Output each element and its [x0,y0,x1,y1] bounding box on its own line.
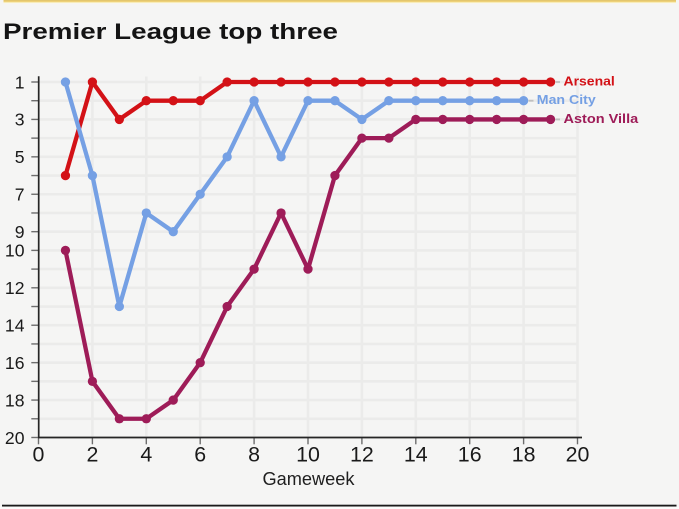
svg-text:4: 4 [140,443,152,467]
svg-text:12: 12 [5,278,25,298]
svg-text:10: 10 [5,241,25,261]
svg-text:2: 2 [86,443,98,467]
svg-text:12: 12 [350,443,374,467]
svg-text:Arsenal: Arsenal [564,73,615,88]
svg-text:1: 1 [15,72,25,92]
svg-text:16: 16 [458,443,482,467]
svg-text:18: 18 [5,390,25,410]
svg-text:14: 14 [404,443,428,467]
svg-text:20: 20 [566,443,590,467]
svg-text:9: 9 [15,222,25,242]
svg-text:18: 18 [512,443,536,467]
svg-text:5: 5 [15,147,25,167]
svg-text:6: 6 [194,443,206,467]
svg-text:Premier League top three: Premier League top three [3,19,338,44]
svg-text:3: 3 [15,110,25,130]
svg-text:10: 10 [296,443,320,467]
svg-text:Gameweek: Gameweek [263,469,356,489]
svg-text:Aston Villa: Aston Villa [564,111,639,126]
svg-text:8: 8 [248,443,260,467]
svg-text:14: 14 [5,316,25,336]
svg-text:Man City: Man City [537,92,597,107]
svg-text:7: 7 [15,185,25,205]
svg-text:20: 20 [5,428,25,448]
svg-text:0: 0 [33,443,45,467]
svg-text:16: 16 [5,353,25,373]
